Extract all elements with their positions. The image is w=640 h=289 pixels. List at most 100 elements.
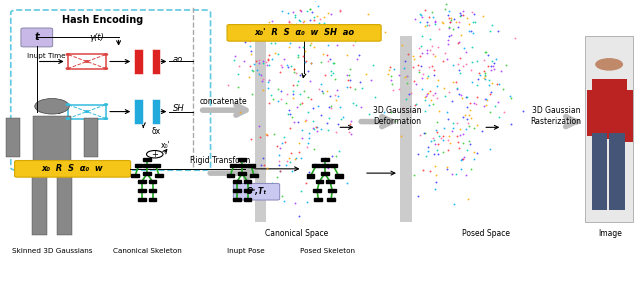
Point xyxy=(258,155,268,160)
Point xyxy=(461,62,472,67)
Point xyxy=(414,46,424,51)
Point xyxy=(280,140,291,144)
Point xyxy=(272,195,282,199)
Point xyxy=(262,58,273,62)
Point xyxy=(433,134,444,139)
Point xyxy=(342,53,352,58)
Point xyxy=(329,60,339,65)
Point xyxy=(284,20,294,25)
Point xyxy=(394,73,404,78)
Point xyxy=(452,87,462,91)
Point xyxy=(355,120,365,125)
Point xyxy=(273,87,283,92)
Point xyxy=(458,141,468,145)
Point xyxy=(276,88,286,93)
Point xyxy=(430,19,440,24)
Point xyxy=(448,120,458,125)
Point xyxy=(310,0,320,2)
Point xyxy=(484,82,494,87)
Point xyxy=(422,51,432,55)
Point xyxy=(481,102,491,107)
Bar xyxy=(239,172,246,175)
Point xyxy=(458,64,468,69)
Point xyxy=(496,68,506,73)
Point xyxy=(506,95,516,100)
Point xyxy=(351,57,362,62)
Text: Posed Skeleton: Posed Skeleton xyxy=(300,248,355,253)
Point xyxy=(410,17,420,21)
Point xyxy=(480,73,490,78)
Point xyxy=(257,58,268,63)
Point xyxy=(333,148,344,153)
Point xyxy=(309,147,319,152)
Point xyxy=(483,63,493,68)
Point xyxy=(472,151,483,155)
Point xyxy=(264,20,274,25)
Point xyxy=(323,127,333,132)
Point xyxy=(479,72,490,77)
Point xyxy=(402,73,412,78)
Point xyxy=(438,138,448,142)
Point xyxy=(332,88,342,92)
Point xyxy=(298,19,308,24)
Point xyxy=(316,112,326,117)
Point xyxy=(296,127,307,132)
Point xyxy=(292,120,303,125)
Point xyxy=(323,166,333,171)
Point xyxy=(348,42,358,47)
Point xyxy=(246,137,256,142)
Point xyxy=(461,95,471,99)
Point xyxy=(440,6,451,11)
Point xyxy=(426,47,436,52)
Point xyxy=(422,47,432,52)
Point xyxy=(285,160,295,164)
Point xyxy=(294,19,305,24)
Point xyxy=(363,12,373,17)
Point xyxy=(316,17,326,22)
Point xyxy=(304,131,314,135)
Point xyxy=(316,81,326,86)
Point xyxy=(484,28,495,33)
Point xyxy=(408,65,418,70)
Point xyxy=(273,30,284,35)
Point xyxy=(425,37,435,42)
Point xyxy=(417,75,428,80)
Point xyxy=(505,94,515,99)
Point xyxy=(294,102,305,107)
Point xyxy=(297,24,307,28)
Point xyxy=(345,85,355,90)
Point xyxy=(429,67,439,72)
FancyBboxPatch shape xyxy=(21,28,52,47)
Point xyxy=(313,34,323,39)
Point xyxy=(447,98,458,103)
Point xyxy=(452,86,462,90)
Bar xyxy=(148,180,156,184)
Point xyxy=(478,14,488,18)
Bar xyxy=(148,189,156,192)
Point xyxy=(275,153,285,158)
Point xyxy=(305,78,315,83)
Point xyxy=(326,103,337,108)
Point xyxy=(291,22,301,26)
Point xyxy=(385,73,396,78)
Point xyxy=(286,151,296,155)
Point xyxy=(264,78,274,82)
Point xyxy=(325,93,335,98)
Point xyxy=(438,125,449,130)
Point xyxy=(468,149,479,154)
Point xyxy=(336,117,346,121)
Point xyxy=(290,15,300,20)
Bar xyxy=(247,164,255,167)
Point xyxy=(326,68,337,73)
Point xyxy=(262,166,273,171)
Point xyxy=(272,144,282,148)
Point xyxy=(432,130,442,134)
Point xyxy=(223,83,234,87)
Point xyxy=(489,60,499,65)
Point xyxy=(437,20,447,24)
Bar xyxy=(316,180,323,184)
Text: Sᵇ,Tₜ: Sᵇ,Tₜ xyxy=(246,187,267,196)
Point xyxy=(258,77,268,81)
Point xyxy=(324,116,335,121)
Point xyxy=(366,77,376,82)
